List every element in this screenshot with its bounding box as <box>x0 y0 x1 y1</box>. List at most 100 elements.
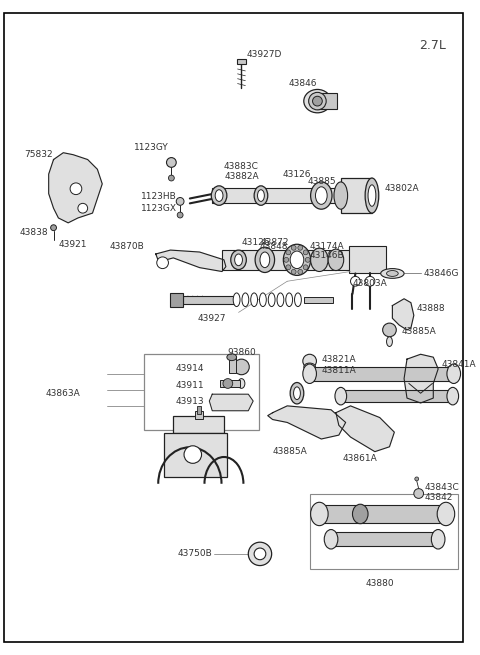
Circle shape <box>414 489 423 498</box>
Ellipse shape <box>304 90 331 113</box>
Ellipse shape <box>328 249 344 271</box>
Text: 43821A: 43821A <box>321 354 356 364</box>
Ellipse shape <box>294 387 300 400</box>
Ellipse shape <box>352 504 368 524</box>
Bar <box>237 59 246 64</box>
Polygon shape <box>404 354 438 403</box>
Bar <box>212 188 356 203</box>
Bar <box>195 411 203 419</box>
Ellipse shape <box>311 248 328 272</box>
Text: 43882A: 43882A <box>224 172 259 181</box>
Ellipse shape <box>290 383 304 404</box>
Bar <box>164 433 227 477</box>
Text: 43126: 43126 <box>241 238 270 247</box>
Text: 43914: 43914 <box>176 364 204 373</box>
Circle shape <box>291 246 296 250</box>
Ellipse shape <box>447 364 460 383</box>
Text: 43911: 43911 <box>176 381 204 390</box>
Ellipse shape <box>315 187 327 204</box>
Text: 1123HB: 1123HB <box>141 192 177 201</box>
Ellipse shape <box>231 250 246 270</box>
Bar <box>341 390 453 402</box>
Circle shape <box>78 203 88 213</box>
Text: 43838: 43838 <box>20 228 48 237</box>
Ellipse shape <box>335 387 347 405</box>
Bar <box>331 533 438 546</box>
Ellipse shape <box>334 182 348 209</box>
Text: 43927: 43927 <box>198 314 227 323</box>
Ellipse shape <box>311 182 332 209</box>
Ellipse shape <box>365 178 379 213</box>
Circle shape <box>286 265 291 270</box>
Polygon shape <box>268 406 346 439</box>
Circle shape <box>291 269 296 274</box>
Ellipse shape <box>258 190 264 201</box>
Polygon shape <box>392 299 414 330</box>
Circle shape <box>168 175 174 181</box>
Circle shape <box>177 212 183 218</box>
Text: 93860: 93860 <box>227 348 256 357</box>
Ellipse shape <box>309 92 326 110</box>
Text: 43861A: 43861A <box>343 454 378 463</box>
Ellipse shape <box>251 293 258 307</box>
Bar <box>229 357 236 373</box>
Circle shape <box>70 183 82 195</box>
Text: 43848: 43848 <box>260 242 288 251</box>
Ellipse shape <box>286 293 293 307</box>
Text: 43885A: 43885A <box>273 447 308 456</box>
Ellipse shape <box>254 186 268 205</box>
Text: 2.7L: 2.7L <box>419 39 445 52</box>
Ellipse shape <box>304 363 315 371</box>
Ellipse shape <box>437 502 455 526</box>
Text: 43846: 43846 <box>288 79 317 88</box>
Ellipse shape <box>268 293 275 307</box>
Ellipse shape <box>242 293 249 307</box>
Circle shape <box>184 446 202 463</box>
Polygon shape <box>156 250 226 272</box>
Circle shape <box>303 265 308 270</box>
Circle shape <box>167 158 176 167</box>
Circle shape <box>284 257 288 262</box>
Bar <box>310 493 457 569</box>
Circle shape <box>286 250 291 255</box>
Text: 43843C: 43843C <box>424 483 459 492</box>
Text: 43863A: 43863A <box>45 388 80 398</box>
Bar <box>144 354 259 430</box>
Text: 43921: 43921 <box>59 240 87 249</box>
Ellipse shape <box>233 293 240 307</box>
Ellipse shape <box>324 529 338 549</box>
Ellipse shape <box>211 186 227 205</box>
Ellipse shape <box>386 337 392 346</box>
Text: 43927D: 43927D <box>246 50 282 59</box>
Circle shape <box>176 198 184 205</box>
Bar <box>341 178 372 213</box>
Circle shape <box>350 276 360 286</box>
Circle shape <box>383 323 396 337</box>
Text: 43803A: 43803A <box>352 278 387 288</box>
Circle shape <box>298 269 303 274</box>
Ellipse shape <box>260 252 270 268</box>
Circle shape <box>298 246 303 250</box>
Ellipse shape <box>235 254 242 266</box>
Ellipse shape <box>386 271 398 276</box>
Text: 43883C: 43883C <box>224 162 259 171</box>
Text: 43842: 43842 <box>424 493 453 502</box>
Ellipse shape <box>295 293 301 307</box>
Circle shape <box>248 542 272 565</box>
Ellipse shape <box>312 96 322 106</box>
Bar <box>183 296 237 304</box>
Text: 43888: 43888 <box>417 304 445 313</box>
Ellipse shape <box>255 247 275 272</box>
Text: 43870B: 43870B <box>109 242 144 251</box>
Bar <box>197 406 201 414</box>
Polygon shape <box>336 406 395 452</box>
Text: 43126: 43126 <box>282 170 311 179</box>
Text: 43811A: 43811A <box>321 366 356 375</box>
Text: 43913: 43913 <box>176 398 204 407</box>
Ellipse shape <box>277 293 284 307</box>
Text: 43872: 43872 <box>261 238 289 247</box>
Polygon shape <box>48 153 102 223</box>
Ellipse shape <box>290 251 304 269</box>
Ellipse shape <box>215 190 223 201</box>
Bar <box>317 93 337 109</box>
